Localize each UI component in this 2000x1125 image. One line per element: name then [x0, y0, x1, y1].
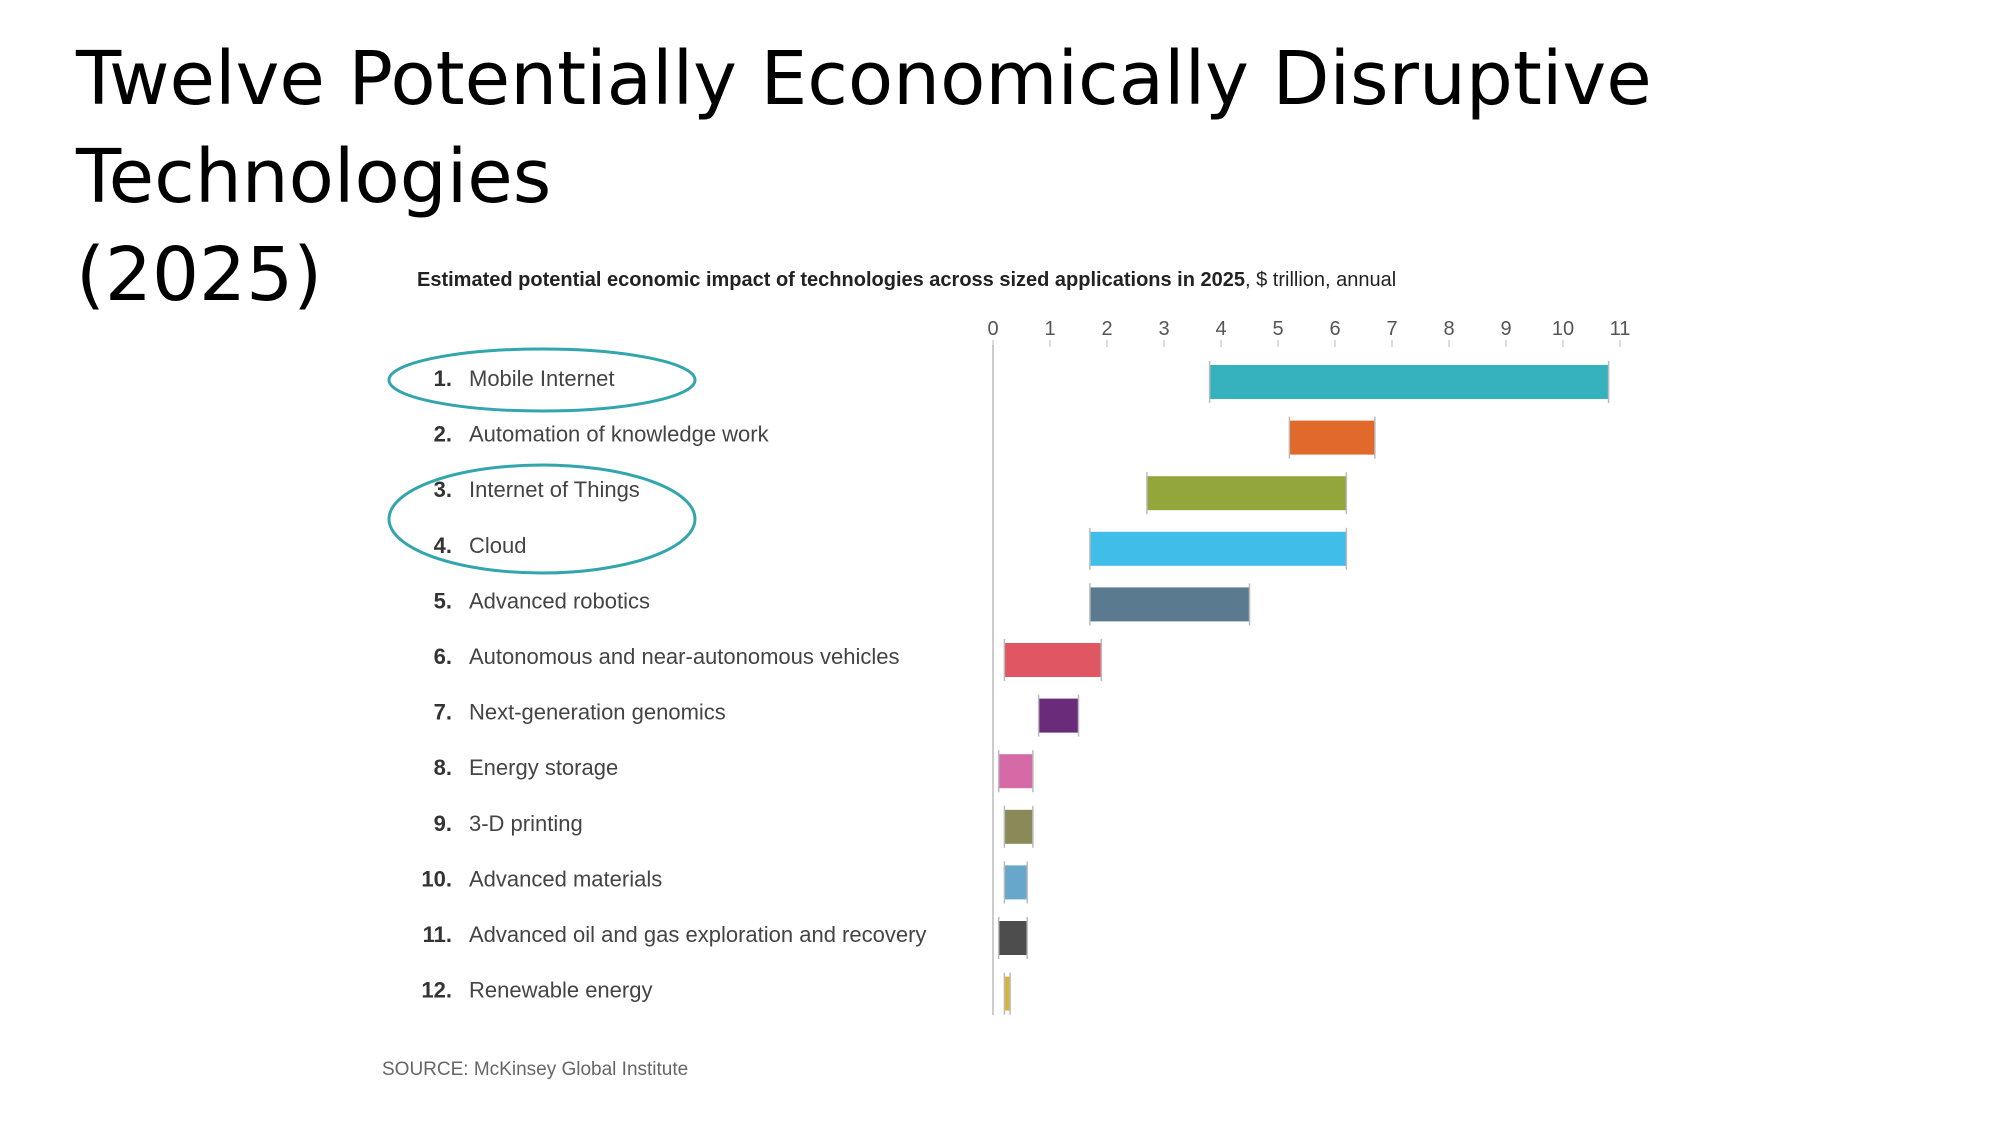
row-number: 5. [434, 588, 452, 613]
range-bar [1089, 587, 1250, 622]
row-number: 12. [421, 978, 452, 1003]
row-number: 9. [434, 811, 452, 836]
range-bar [1146, 476, 1347, 511]
x-tick-label: 6 [1329, 318, 1340, 340]
x-tick-label: 11 [1610, 318, 1631, 340]
highlight-ellipses [387, 347, 697, 575]
range-bar [1004, 809, 1033, 844]
row-label: Cloud [469, 533, 526, 558]
x-tick-label: 4 [1215, 318, 1226, 340]
chart-rows: 1. Mobile Internet 2. Automation of knowled… [421, 366, 926, 1003]
row-label: Autonomous and near-autonomous vehicles [469, 644, 900, 669]
row-label: 3-D printing [469, 811, 583, 836]
x-axis: 0 1 2 3 4 5 6 7 8 9 10 11 [987, 318, 1630, 1015]
range-bar [1038, 698, 1079, 733]
range-bar [1289, 420, 1375, 455]
row-number: 2. [434, 422, 452, 447]
row-number: 1. [434, 366, 452, 391]
chart-subtitle: Estimated potential economic impact of t… [417, 269, 1396, 291]
chart-subtitle-units: , $ trillion, annual [1245, 269, 1396, 291]
highlight-ellipse [387, 463, 697, 575]
range-bar [1004, 643, 1102, 677]
row-label: Internet of Things [469, 477, 640, 502]
row-label: Energy storage [469, 755, 618, 780]
range-bar [998, 754, 1033, 789]
highlight-ellipse [387, 347, 697, 413]
row-number: 3. [434, 477, 452, 502]
chart-bars [997, 361, 1610, 1015]
slide-title-line-1: Twelve Potentially Economically Disrupti… [76, 36, 1652, 220]
row-label: Automation of knowledge work [469, 422, 770, 447]
x-tick-label: 8 [1443, 318, 1454, 340]
slide-title: Twelve Potentially Economically Disrupti… [76, 30, 1936, 324]
range-bar [1004, 976, 1011, 1011]
x-tick-label: 5 [1272, 318, 1283, 340]
range-bar [1089, 531, 1347, 566]
row-number: 10. [421, 866, 452, 891]
row-number: 11. [423, 922, 452, 947]
x-tick-label: 0 [987, 318, 998, 340]
row-label: Next-generation genomics [469, 700, 726, 725]
range-bar [1004, 865, 1028, 900]
row-number: 4. [434, 533, 452, 558]
x-tick-label: 9 [1500, 318, 1511, 340]
range-bar [998, 921, 1028, 955]
row-label: Advanced robotics [469, 588, 650, 613]
row-label: Advanced materials [469, 866, 662, 891]
row-label: Advanced oil and gas exploration and rec… [469, 922, 926, 947]
row-label: Renewable energy [469, 978, 652, 1003]
row-number: 8. [434, 755, 452, 780]
x-tick-label: 2 [1101, 318, 1112, 340]
x-tick-label: 3 [1158, 318, 1169, 340]
chart-subtitle-bold: Estimated potential economic impact of t… [417, 269, 1245, 291]
chart-source: SOURCE: McKinsey Global Institute [382, 1059, 688, 1080]
x-tick-label: 10 [1552, 318, 1574, 340]
row-label: Mobile Internet [469, 366, 615, 391]
row-number: 6. [434, 644, 452, 669]
row-number: 7. [434, 700, 452, 725]
x-tick-label: 7 [1386, 318, 1397, 340]
range-bar [1209, 365, 1609, 399]
x-tick-label: 1 [1044, 318, 1055, 340]
slide-title-line-2: (2025) [76, 232, 323, 318]
